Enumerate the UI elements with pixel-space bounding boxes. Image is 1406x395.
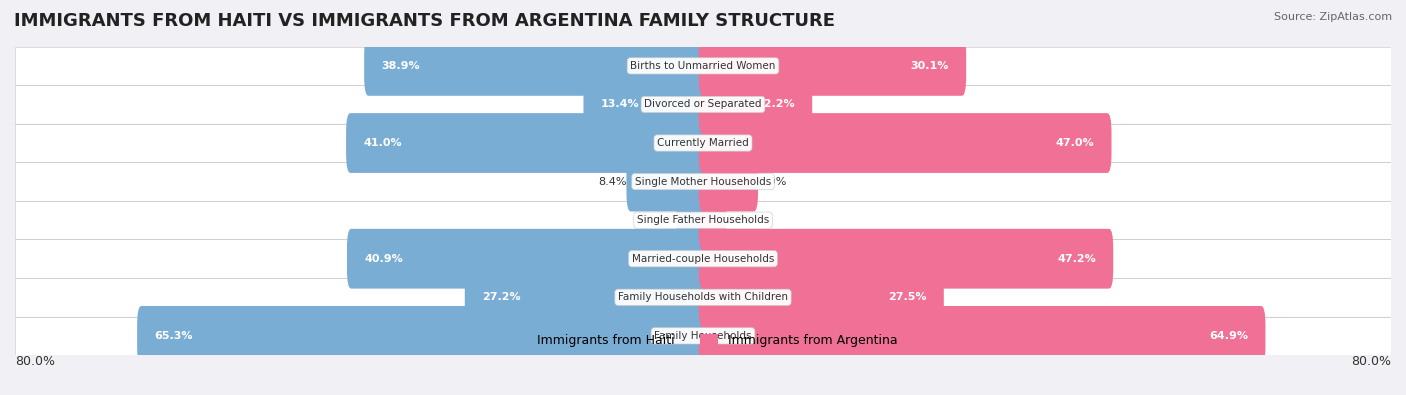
Text: 41.0%: 41.0% <box>363 138 402 148</box>
Text: 64.9%: 64.9% <box>1209 331 1249 341</box>
Text: 27.2%: 27.2% <box>482 292 520 302</box>
Bar <box>15 316 1391 355</box>
Legend: Immigrants from Haiti, Immigrants from Argentina: Immigrants from Haiti, Immigrants from A… <box>503 329 903 352</box>
FancyBboxPatch shape <box>699 190 727 250</box>
FancyBboxPatch shape <box>15 316 1391 355</box>
Bar <box>15 278 1391 316</box>
FancyBboxPatch shape <box>15 239 1391 278</box>
Text: 2.6%: 2.6% <box>648 215 676 225</box>
FancyBboxPatch shape <box>699 75 813 134</box>
FancyBboxPatch shape <box>699 229 1114 289</box>
Text: Single Mother Households: Single Mother Households <box>636 177 770 186</box>
FancyBboxPatch shape <box>15 278 1391 316</box>
Text: Currently Married: Currently Married <box>657 138 749 148</box>
Text: Births to Unmarried Women: Births to Unmarried Women <box>630 61 776 71</box>
Bar <box>15 47 1391 85</box>
FancyBboxPatch shape <box>699 306 1265 366</box>
FancyBboxPatch shape <box>15 201 1391 239</box>
FancyBboxPatch shape <box>699 113 1112 173</box>
FancyBboxPatch shape <box>699 152 758 211</box>
Text: Family Households: Family Households <box>654 331 752 341</box>
Text: Single Father Households: Single Father Households <box>637 215 769 225</box>
Text: Married-couple Households: Married-couple Households <box>631 254 775 264</box>
Text: 30.1%: 30.1% <box>911 61 949 71</box>
Text: 40.9%: 40.9% <box>364 254 404 264</box>
Text: 5.9%: 5.9% <box>758 177 786 186</box>
Text: 80.0%: 80.0% <box>15 355 55 368</box>
Bar <box>15 124 1391 162</box>
FancyBboxPatch shape <box>676 190 707 250</box>
FancyBboxPatch shape <box>15 124 1391 162</box>
FancyBboxPatch shape <box>347 229 707 289</box>
Text: 2.2%: 2.2% <box>727 215 755 225</box>
FancyBboxPatch shape <box>15 85 1391 124</box>
FancyBboxPatch shape <box>364 36 707 96</box>
FancyBboxPatch shape <box>15 162 1391 201</box>
FancyBboxPatch shape <box>465 267 707 327</box>
FancyBboxPatch shape <box>699 267 943 327</box>
FancyBboxPatch shape <box>699 36 966 96</box>
FancyBboxPatch shape <box>583 75 707 134</box>
Text: 47.2%: 47.2% <box>1057 254 1097 264</box>
Bar <box>15 239 1391 278</box>
Bar <box>15 201 1391 239</box>
Text: Source: ZipAtlas.com: Source: ZipAtlas.com <box>1274 12 1392 22</box>
FancyBboxPatch shape <box>138 306 707 366</box>
FancyBboxPatch shape <box>15 47 1391 85</box>
FancyBboxPatch shape <box>627 152 707 211</box>
Text: 12.2%: 12.2% <box>756 100 794 109</box>
Text: 65.3%: 65.3% <box>155 331 193 341</box>
Text: 8.4%: 8.4% <box>598 177 627 186</box>
Text: 80.0%: 80.0% <box>1351 355 1391 368</box>
Text: 38.9%: 38.9% <box>381 61 420 71</box>
Bar <box>15 162 1391 201</box>
FancyBboxPatch shape <box>346 113 707 173</box>
Text: Family Households with Children: Family Households with Children <box>619 292 787 302</box>
Text: 13.4%: 13.4% <box>600 100 640 109</box>
Text: 27.5%: 27.5% <box>889 292 927 302</box>
Text: IMMIGRANTS FROM HAITI VS IMMIGRANTS FROM ARGENTINA FAMILY STRUCTURE: IMMIGRANTS FROM HAITI VS IMMIGRANTS FROM… <box>14 12 835 30</box>
Bar <box>15 85 1391 124</box>
Text: 47.0%: 47.0% <box>1056 138 1094 148</box>
Text: Divorced or Separated: Divorced or Separated <box>644 100 762 109</box>
